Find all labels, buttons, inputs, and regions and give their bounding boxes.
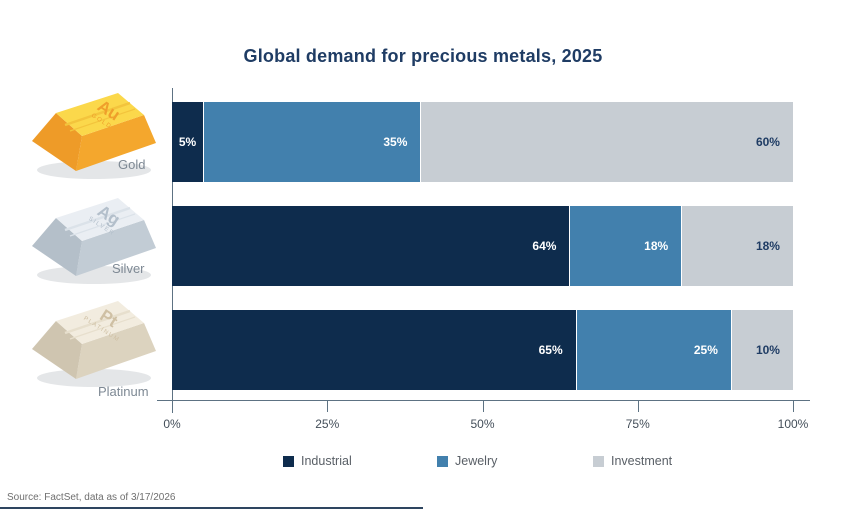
gold-ingot: Au GOLD [12, 84, 162, 184]
segment-industrial-gold: 5% [172, 102, 204, 182]
x-tick-label: 100% [777, 417, 809, 431]
segment-jewelry-silver: 18% [569, 206, 682, 286]
legend-label: Investment [611, 454, 673, 468]
legend-item-jewelry: Jewelry [437, 454, 497, 468]
segment-industrial-platinum: 65% [172, 310, 576, 390]
category-label-silver: Silver [112, 261, 145, 276]
x-tick-label: 25% [315, 417, 340, 431]
chart-title: Global demand for precious metals, 2025 [243, 46, 603, 66]
segment-jewelry-gold: 35% [203, 102, 421, 182]
bar-gold: 5% 35% 60% [172, 102, 793, 182]
legend-label: Jewelry [455, 454, 498, 468]
segment-investment-silver: 18% [681, 206, 793, 286]
data-label: 25% [693, 343, 718, 357]
bar-platinum: 65% 25% 10% [172, 310, 793, 390]
segment-investment-gold: 60% [420, 102, 793, 182]
legend-item-industrial: Industrial [283, 454, 352, 468]
x-tick-label: 75% [625, 417, 650, 431]
x-tick-label: 50% [470, 417, 495, 431]
data-label: 18% [755, 239, 780, 253]
segment-jewelry-platinum: 25% [575, 310, 731, 390]
data-label: 18% [644, 239, 669, 253]
data-label: 65% [538, 343, 563, 357]
x-tick [482, 400, 484, 412]
data-label: 60% [755, 135, 780, 149]
footer-rule [0, 507, 423, 509]
category-label-platinum: Platinum [98, 384, 149, 399]
x-tick [172, 400, 173, 412]
x-tick [793, 400, 794, 412]
category-label-gold: Gold [118, 157, 146, 172]
bar-silver: 64% 18% 18% [172, 206, 793, 286]
platinum-ingot: Pt PLATINUM [12, 292, 162, 392]
x-axis-line [157, 400, 810, 401]
data-label: 35% [383, 135, 408, 149]
legend-swatch [593, 455, 604, 467]
legend-swatch [437, 455, 448, 467]
data-label: 10% [755, 343, 780, 357]
legend-label: Industrial [301, 454, 352, 468]
data-label: 5% [178, 135, 197, 149]
data-label: 64% [532, 239, 557, 253]
x-tick [637, 400, 639, 412]
segment-industrial-silver: 64% [172, 206, 570, 286]
segment-investment-platinum: 10% [730, 310, 793, 390]
legend-item-investment: Investment [593, 454, 672, 468]
source-note: Source: FactSet, data as of 3/17/2026 [7, 492, 176, 503]
x-tick [327, 400, 329, 412]
legend-swatch [283, 455, 294, 467]
x-tick-label: 0% [163, 417, 181, 431]
silver-ingot: Ag SILVER [12, 189, 162, 289]
